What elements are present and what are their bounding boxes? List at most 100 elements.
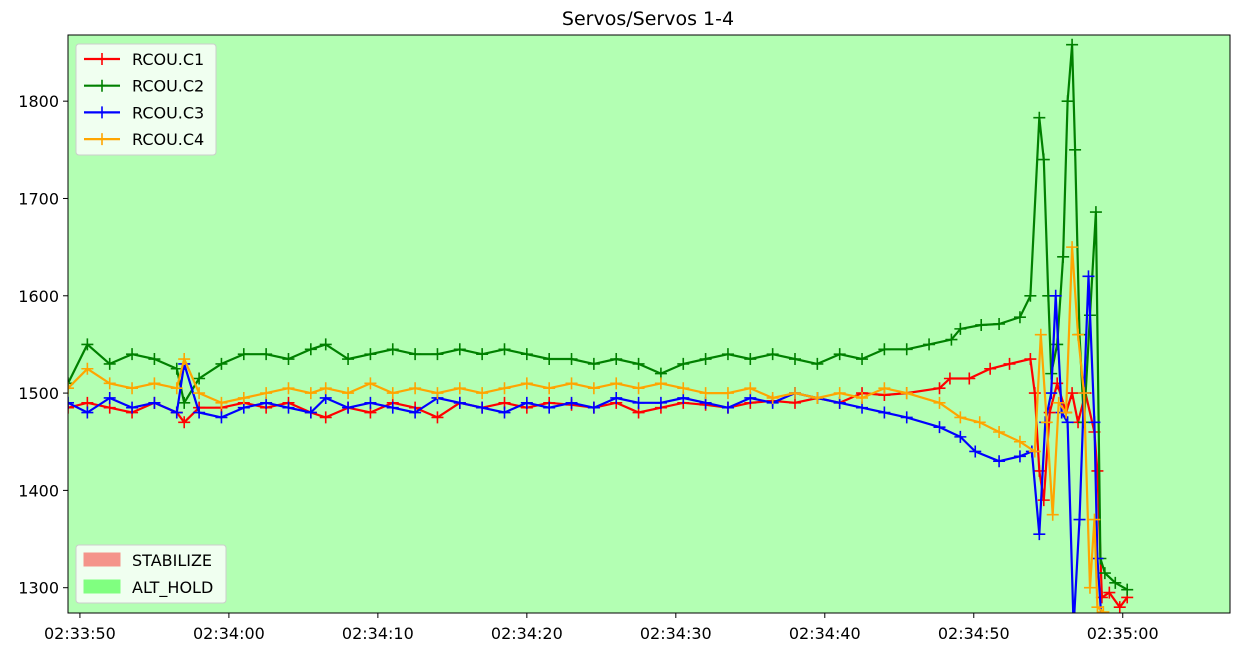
y-tick-label: 1700	[18, 189, 59, 208]
data-point-marker	[148, 396, 161, 409]
data-point-marker	[1088, 513, 1101, 526]
data-point-marker	[1060, 406, 1073, 419]
data-point-marker	[587, 382, 600, 395]
data-point-marker	[878, 382, 891, 395]
data-point-marker	[923, 338, 936, 351]
data-point-marker	[1045, 387, 1058, 400]
alt-hold-mode-region	[68, 35, 1230, 613]
data-point-marker	[1066, 241, 1079, 254]
data-point-marker	[453, 343, 466, 356]
data-point-marker	[1089, 206, 1102, 219]
legend-marker	[96, 106, 108, 119]
data-point-marker	[721, 401, 734, 414]
data-point-marker	[498, 343, 511, 356]
data-point-marker	[833, 348, 846, 361]
data-point-marker	[148, 353, 161, 366]
x-tick-label: 02:34:50	[938, 624, 1010, 643]
series-legend: RCOU.C1 RCOU.C2 RCOU.C3 RCOU.C4	[75, 43, 217, 156]
data-point-marker	[364, 348, 377, 361]
mode-legend-label: ALT_HOLD	[132, 578, 213, 598]
data-point-marker	[744, 353, 757, 366]
data-point-marker	[81, 362, 94, 375]
x-tick-label: 02:34:10	[342, 624, 414, 643]
legend-label: RCOU.C2	[132, 77, 204, 96]
data-point-marker	[1037, 153, 1050, 166]
data-point-marker	[766, 348, 779, 361]
data-point-marker	[1003, 357, 1016, 370]
data-point-marker	[282, 401, 295, 414]
legend-label: RCOU.C4	[132, 130, 204, 149]
data-point-marker	[900, 411, 913, 424]
data-point-marker	[699, 387, 712, 400]
data-point-marker	[1091, 464, 1104, 477]
data-point-marker	[409, 382, 422, 395]
data-point-marker	[610, 391, 623, 404]
x-tick-label: 02:34:00	[193, 624, 265, 643]
data-point-marker	[126, 401, 139, 414]
data-point-marker	[1103, 586, 1116, 599]
data-point-marker	[1083, 581, 1096, 594]
data-point-marker	[811, 357, 824, 370]
data-point-marker	[632, 396, 645, 409]
data-point-marker	[543, 382, 556, 395]
data-point-marker	[520, 396, 533, 409]
data-point-marker	[1066, 387, 1079, 400]
data-point-marker	[878, 406, 891, 419]
data-point-marker	[431, 348, 444, 361]
data-point-marker	[954, 430, 967, 443]
data-point-marker	[431, 411, 444, 424]
data-point-marker	[610, 377, 623, 390]
data-point-marker	[1033, 111, 1046, 124]
data-point-marker	[1057, 250, 1070, 263]
data-point-marker	[1028, 445, 1041, 458]
data-point-marker	[699, 353, 712, 366]
legend-label: RCOU.C3	[132, 103, 204, 122]
data-point-marker	[364, 396, 377, 409]
mode-legend: STABILIZE ALT_HOLD	[75, 544, 227, 604]
mode-legend-entry: STABILIZE	[83, 551, 212, 570]
data-point-marker	[1046, 508, 1059, 521]
legend-label: RCOU.C1	[132, 50, 204, 69]
data-point-marker	[1013, 450, 1026, 463]
data-point-marker	[237, 391, 250, 404]
series-rcou-c2	[68, 38, 1134, 596]
data-point-marker	[1040, 416, 1053, 429]
data-point-marker	[476, 401, 489, 414]
data-point-marker	[993, 318, 1006, 330]
data-point-marker	[103, 357, 116, 370]
data-point-marker	[1033, 528, 1046, 541]
data-point-marker	[943, 372, 956, 385]
data-point-marker	[1121, 583, 1134, 596]
data-point-marker	[126, 382, 139, 395]
data-point-marker	[565, 353, 578, 366]
y-tick-label: 1800	[18, 92, 59, 111]
series-rcou-c4	[68, 241, 1110, 613]
data-point-marker	[963, 372, 976, 385]
data-point-marker	[587, 357, 600, 370]
data-point-marker	[520, 348, 533, 361]
data-point-marker	[900, 387, 913, 400]
data-point-marker	[632, 382, 645, 395]
data-point-marker	[1078, 387, 1091, 400]
data-point-marker	[933, 396, 946, 409]
legend-marker	[96, 133, 108, 146]
legend-entry: RCOU.C3	[84, 103, 204, 122]
data-point-marker	[215, 357, 228, 370]
data-point-marker	[954, 322, 967, 335]
data-point-marker	[565, 377, 578, 390]
data-point-marker	[304, 387, 317, 400]
data-point-marker	[878, 343, 891, 356]
data-point-marker	[1068, 621, 1080, 633]
series-line	[68, 43, 1128, 591]
x-tick-label: 02:34:30	[640, 624, 712, 643]
data-point-marker	[811, 391, 824, 404]
data-point-marker	[973, 416, 986, 429]
data-point-marker	[453, 382, 466, 395]
data-point-marker	[520, 377, 533, 390]
data-point-marker	[933, 421, 946, 434]
series-line	[68, 246, 1105, 613]
data-point-marker	[1073, 513, 1086, 526]
data-point-marker	[319, 411, 332, 424]
data-point-marker	[237, 348, 250, 361]
